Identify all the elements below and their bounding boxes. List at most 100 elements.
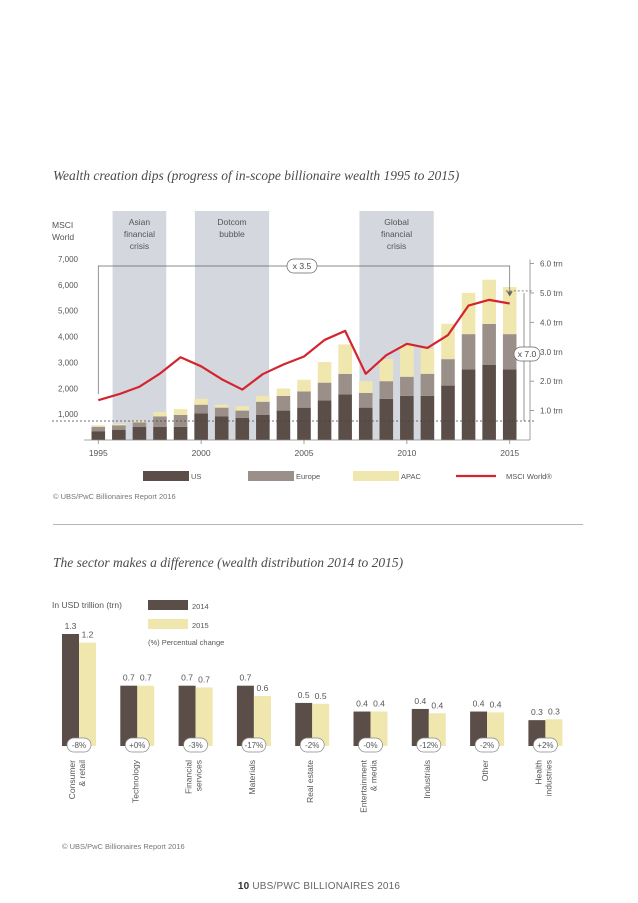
footer-text: UBS/PWC BILLIONAIRES 2016 [252, 881, 401, 892]
chart1-title: Wealth creation dips (progress of in-sco… [53, 168, 460, 183]
value-label-2015-1: 0.7 [140, 673, 152, 683]
left-tick-label: 2,000 [58, 384, 79, 393]
legend-swatch-2014 [148, 600, 188, 610]
bar-apac-1995 [91, 425, 106, 427]
legend-swatch-1 [248, 471, 294, 481]
category-label-6: Industrials [422, 760, 432, 799]
right-tick-label: 2.0 trn [540, 377, 563, 386]
left-tick-label: 1,000 [58, 410, 79, 419]
bar-us-2012 [441, 385, 455, 440]
bar-2014-1 [120, 685, 138, 746]
bar-us-2003 [256, 414, 270, 440]
value-label-2014-0: 1.3 [65, 621, 77, 631]
bar-apac-2000 [194, 398, 208, 405]
change-pill-2 [183, 737, 208, 753]
category-label-line: Other [480, 760, 490, 781]
bar-us-2004 [276, 410, 291, 440]
bar-europe-2014 [482, 323, 496, 365]
left-tick-label: 5,000 [58, 307, 79, 316]
bar-2015-1 [137, 685, 155, 746]
bar-2014-5 [353, 711, 371, 746]
unit-label: In USD trillion (trn) [52, 600, 122, 610]
value-label-2014-1: 0.7 [123, 673, 135, 683]
value-label-2014-3: 0.7 [239, 673, 251, 683]
change-label-1: +0% [129, 741, 145, 750]
bar-us-1996 [112, 429, 126, 440]
crisis-label-2: Global [384, 217, 409, 227]
change-pill-7 [474, 737, 500, 753]
bar-europe-2009 [379, 381, 394, 399]
value-label-2015-6: 0.4 [431, 700, 443, 710]
bar-us-2009 [379, 398, 394, 440]
bar-apac-1997 [132, 420, 147, 423]
bar-europe-2008 [358, 392, 373, 408]
bar-europe-2001 [214, 407, 229, 417]
change-label-7: -2% [480, 741, 494, 750]
legend-label-1: Europe [296, 472, 320, 481]
x-tick-label: 2010 [397, 448, 416, 458]
left-axis-title: World [52, 232, 74, 242]
bar-us-2013 [461, 369, 476, 440]
x-tick-label: 2005 [295, 448, 314, 458]
bar-europe-2000 [194, 404, 208, 414]
change-label-8: +2% [537, 741, 553, 750]
value-label-2015-8: 0.3 [548, 706, 560, 716]
bar-apac-2014 [482, 279, 496, 324]
bar-apac-2004 [276, 388, 291, 396]
bar-europe-2007 [338, 373, 352, 395]
bar-apac-2012 [441, 323, 455, 360]
left-axis-title: MSCI [52, 220, 73, 230]
value-label-2014-2: 0.7 [181, 673, 193, 683]
bar-apac-2013 [461, 292, 476, 335]
bar-us-2008 [358, 407, 373, 440]
change-pill-8 [533, 737, 558, 753]
change-pill-6 [416, 737, 442, 753]
bar-apac-2001 [214, 404, 229, 408]
bar-us-2006 [317, 400, 332, 440]
change-pill-5 [358, 737, 383, 753]
bar-2014-4 [295, 702, 313, 746]
legend-label-2014: 2014 [192, 602, 209, 611]
category-label-line: Health [533, 760, 543, 785]
category-label-line: Technology [130, 759, 140, 803]
bar-us-2015 [502, 369, 517, 440]
bar-europe-2005 [297, 391, 311, 408]
bar-2015-4 [312, 703, 330, 746]
bar-apac-1996 [112, 423, 126, 426]
left-tick-label: 4,000 [58, 333, 79, 342]
msci-multiple-label: x 3.5 [293, 261, 312, 271]
right-tick-label: 3.0 trn [540, 348, 563, 357]
bar-us-2014 [482, 364, 496, 440]
bar-apac-2003 [256, 395, 270, 402]
right-tick-label: 5.0 trn [540, 289, 563, 298]
chart2-source: © UBS/PwC Billionaires Report 2016 [62, 842, 185, 851]
crisis-label-2: financial [381, 229, 412, 239]
change-label-6: -12% [419, 741, 438, 750]
msci-world-line [97, 298, 510, 402]
value-label-2014-8: 0.3 [531, 707, 543, 717]
category-label-8: Health industries [533, 760, 553, 797]
change-label-4: -2% [305, 741, 319, 750]
bar-us-1995 [91, 431, 106, 440]
bar-2014-7 [470, 711, 488, 746]
bar-europe-2011 [420, 373, 435, 396]
change-pill-4 [299, 737, 325, 753]
change-label-5: -0% [363, 741, 377, 750]
change-label-0: -8% [72, 741, 86, 750]
right-tick-label: 1.0 trn [540, 407, 563, 416]
value-label-2014-5: 0.4 [356, 699, 368, 709]
bar-europe-2010 [400, 376, 414, 396]
chart1-source: © UBS/PwC Billionaires Report 2016 [53, 492, 176, 501]
bar-us-2001 [214, 416, 229, 440]
msci-multiple-arrow [506, 291, 513, 297]
value-label-2014-7: 0.4 [473, 699, 485, 709]
right-tick-label: 4.0 trn [540, 318, 563, 327]
bar-europe-1995 [91, 426, 106, 432]
bar-apac-2015 [502, 287, 517, 335]
value-label-2015-4: 0.5 [315, 691, 327, 701]
bar-apac-2006 [317, 362, 332, 383]
bar-europe-1998 [153, 416, 167, 427]
x-tick-label: 1995 [89, 448, 108, 458]
bar-2014-0 [62, 634, 79, 746]
bar-2015-3 [253, 696, 271, 746]
